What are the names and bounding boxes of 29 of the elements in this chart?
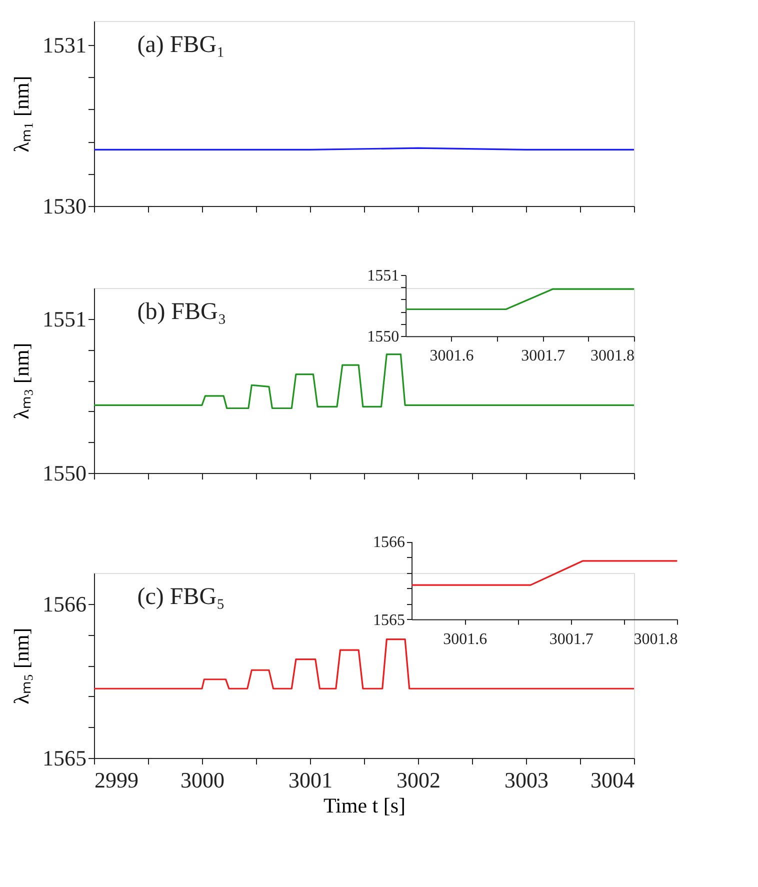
y-tick-label: 1565 [42, 746, 86, 770]
x-tick-label: 3001.6 [443, 630, 488, 648]
x-tick-label: 3001 [288, 768, 332, 792]
x-tick-label: 3003 [504, 768, 548, 792]
chart-title: (a) FBG₁ [137, 32, 225, 58]
x-tick-label: 3001.6 [430, 348, 474, 365]
y-tick-label: 1551 [367, 268, 400, 285]
y-tick-label: 1531 [42, 32, 86, 58]
y-tick-label: 1566 [373, 534, 406, 552]
y-tick-label: 1530 [42, 194, 86, 218]
x-tick-label: 3000 [180, 768, 224, 792]
y-axis-title: λₘ₅ [nm] [10, 628, 34, 704]
x-tick-label: 3004 [590, 768, 634, 792]
chart-title: (b) FBG₃ [137, 299, 226, 326]
x-tick-label: 2999 [94, 768, 138, 792]
y-tick-label: 1550 [367, 328, 400, 346]
x-tick-label: 3001.7 [549, 630, 594, 648]
x-tick-label: 3001.8 [634, 630, 678, 648]
y-axis-title: λₘ₁ [nm] [10, 76, 34, 152]
y-tick-label: 1566 [42, 591, 86, 616]
x-tick-label: 3001.8 [590, 348, 634, 365]
x-tick-label: 3002 [396, 768, 440, 792]
y-tick-label: 1565 [373, 612, 406, 629]
x-tick-label: 3001.7 [521, 348, 566, 365]
x-axis-title: Time t [s] [323, 794, 406, 818]
y-axis-title: λₘ₃ [nm] [10, 342, 34, 420]
y-tick-label: 1550 [42, 460, 86, 486]
chart-title: (c) FBG₅ [137, 584, 225, 610]
y-tick-label: 1551 [42, 306, 86, 332]
